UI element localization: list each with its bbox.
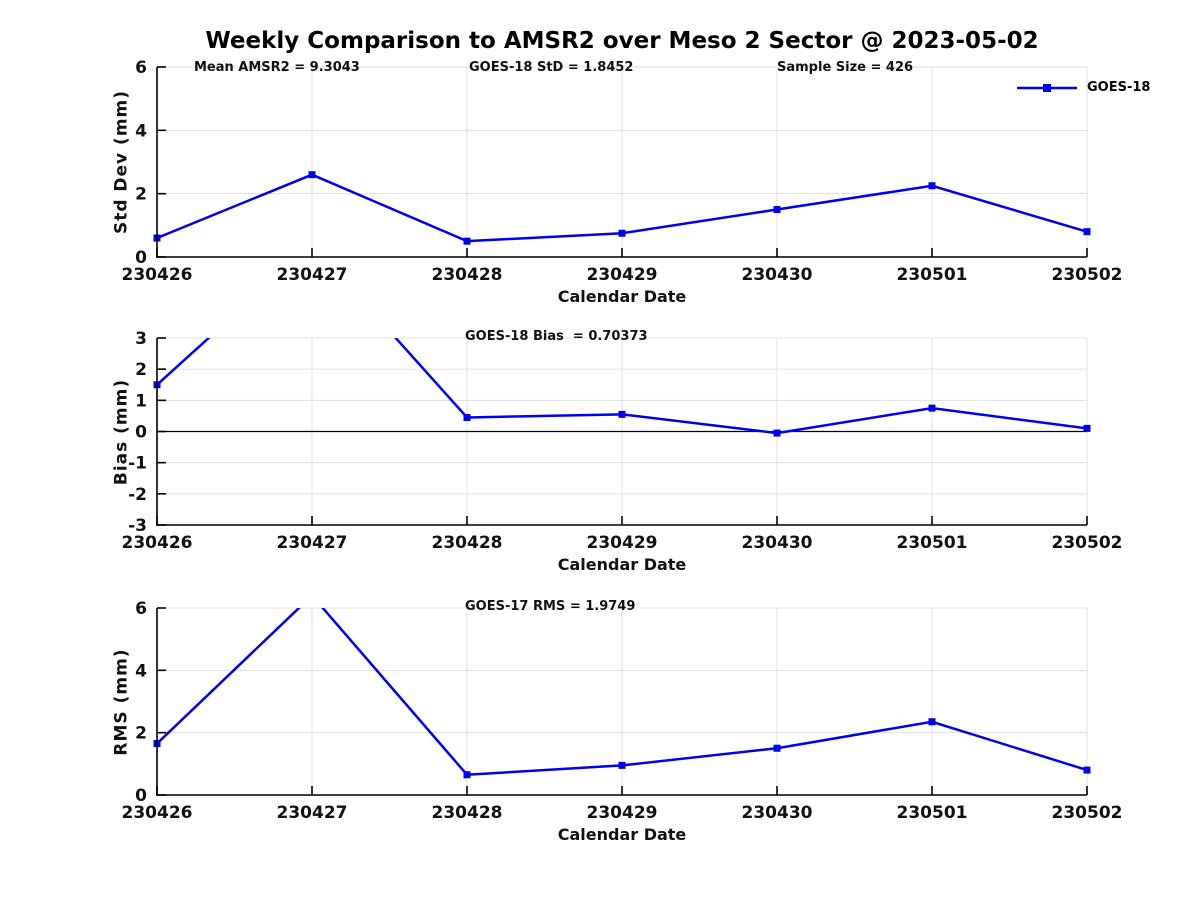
x-tick-label: 230430 bbox=[742, 803, 813, 823]
y-tick-label: 2 bbox=[135, 360, 147, 380]
x-tick-label: 230428 bbox=[432, 265, 503, 285]
data-point-marker bbox=[463, 413, 471, 421]
y-tick-label: 0 bbox=[135, 248, 147, 268]
data-point-marker bbox=[773, 429, 781, 437]
x-tick-label: 230501 bbox=[897, 265, 968, 285]
data-point-marker bbox=[773, 744, 781, 752]
data-point-marker bbox=[618, 410, 626, 418]
y-axis-label-rms: RMS (mm) bbox=[111, 648, 132, 756]
x-tick-label: 230429 bbox=[587, 803, 658, 823]
y-tick-label: 4 bbox=[135, 121, 147, 141]
annotation-goes18-bias: GOES-18 Bias = 0.70373 bbox=[465, 329, 648, 344]
annotation-goes17-rms: GOES-17 RMS = 1.9749 bbox=[465, 599, 636, 614]
y-tick-label: 1 bbox=[135, 391, 147, 411]
data-point-marker bbox=[928, 182, 936, 190]
x-tick-label: 230428 bbox=[432, 533, 503, 553]
y-tick-label: 3 bbox=[135, 329, 147, 349]
annotation-goes18-std: GOES-18 StD = 1.8452 bbox=[469, 60, 634, 75]
y-tick-label: -3 bbox=[128, 516, 147, 536]
y-tick-label: 6 bbox=[135, 599, 147, 619]
y-tick-label: 0 bbox=[135, 786, 147, 806]
x-tick-label: 230426 bbox=[122, 533, 193, 553]
y-tick-label: 2 bbox=[135, 185, 147, 205]
x-tick-label: 230430 bbox=[742, 265, 813, 285]
x-tick-label: 230426 bbox=[122, 265, 193, 285]
legend: GOES-18 bbox=[1015, 81, 1150, 94]
data-point-marker bbox=[1083, 424, 1091, 432]
data-point-marker bbox=[308, 171, 316, 179]
x-tick-label: 230502 bbox=[1052, 803, 1123, 823]
y-tick-label: -2 bbox=[128, 485, 147, 505]
x-tick-label: 230502 bbox=[1052, 533, 1123, 553]
x-tick-label: 230427 bbox=[277, 803, 348, 823]
data-point-marker bbox=[463, 237, 471, 245]
y-tick-label: -1 bbox=[128, 454, 147, 474]
x-tick-label: 230427 bbox=[277, 533, 348, 553]
data-point-marker bbox=[463, 771, 471, 779]
data-point-marker bbox=[1083, 766, 1091, 774]
panel-std-dev: 0 2 4 6 230426 230427 230428 230429 230430 230501… bbox=[122, 58, 1123, 285]
data-point-marker bbox=[928, 404, 936, 412]
x-tick-label: 230426 bbox=[122, 803, 193, 823]
y-tick-label: 4 bbox=[135, 661, 147, 681]
x-axis-label-top: Calendar Date bbox=[557, 287, 687, 306]
legend-line-icon bbox=[1017, 83, 1077, 92]
legend-label: GOES-18 bbox=[1087, 80, 1151, 95]
y-axis-label-std-dev: Std Dev (mm) bbox=[111, 89, 132, 235]
x-axis-label-middle: Calendar Date bbox=[557, 555, 687, 574]
x-tick-label: 230501 bbox=[897, 803, 968, 823]
x-tick-label: 230501 bbox=[897, 533, 968, 553]
panel-bias: -3 -2 -1 0 1 2 3 230426 230427 230428 230429 230430… bbox=[122, 329, 1123, 553]
annotation-mean-amsr2: Mean AMSR2 = 9.3043 bbox=[194, 60, 360, 75]
x-tick-label: 230428 bbox=[432, 803, 503, 823]
panel-rms: 0 2 4 6 230426 230427 230428 230429 230430 230501… bbox=[122, 599, 1123, 823]
data-point-marker bbox=[928, 718, 936, 726]
x-axis-label-bottom: Calendar Date bbox=[557, 825, 687, 844]
y-tick-label: 0 bbox=[135, 423, 147, 443]
x-tick-label: 230430 bbox=[742, 533, 813, 553]
y-tick-label: 2 bbox=[135, 724, 147, 744]
x-tick-label: 230429 bbox=[587, 533, 658, 553]
x-tick-label: 230427 bbox=[277, 265, 348, 285]
x-tick-label: 230502 bbox=[1052, 265, 1123, 285]
data-point-marker bbox=[1083, 228, 1091, 236]
y-tick-label: 6 bbox=[135, 58, 147, 78]
y-axis-label-bias: Bias (mm) bbox=[111, 378, 132, 486]
data-point-marker bbox=[773, 206, 781, 213]
annotation-sample-size: Sample Size = 426 bbox=[777, 60, 914, 75]
x-tick-label: 230429 bbox=[587, 265, 658, 285]
data-point-marker bbox=[618, 229, 626, 237]
figure-title: Weekly Comparison to AMSR2 over Meso 2 S… bbox=[205, 28, 1039, 54]
data-point-marker bbox=[618, 761, 626, 769]
